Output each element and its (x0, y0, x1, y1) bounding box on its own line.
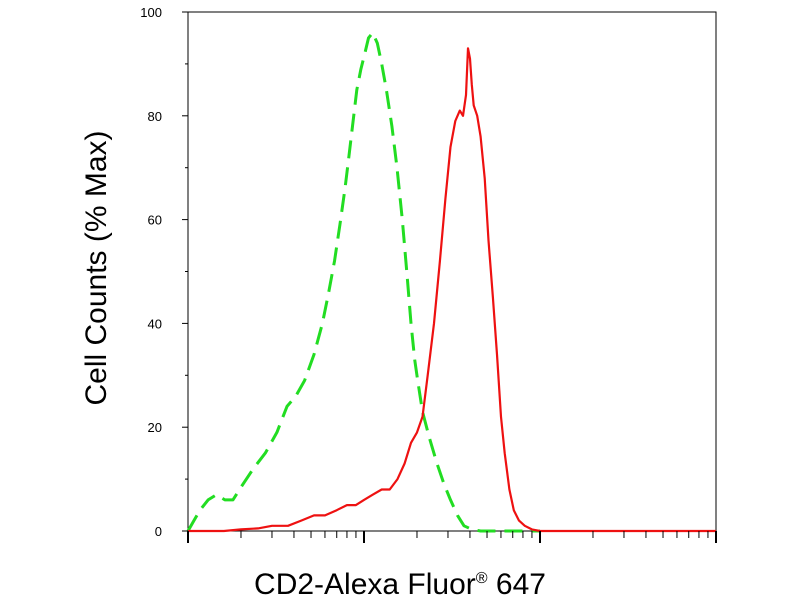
y-axis-title: Cell Counts (% Max) (80, 130, 113, 405)
series-curves (186, 31, 716, 533)
stained-curve (188, 47, 716, 533)
y-tick-label: 80 (148, 109, 162, 124)
x-axis (187, 531, 717, 543)
y-tick-label: 100 (140, 5, 162, 20)
control-curve (186, 31, 540, 533)
y-axis: 0 20 40 60 80 100 (140, 5, 188, 539)
plot-frame (187, 11, 717, 532)
x-axis-title-suffix: 647 (488, 568, 546, 600)
y-tick-label: 60 (148, 213, 162, 228)
x-axis-title: CD2-Alexa Fluor® 647 (254, 568, 546, 600)
x-axis-title-mark: ® (476, 570, 488, 587)
y-tick-label: 20 (148, 420, 162, 435)
x-axis-title-text: CD2-Alexa Fluor (254, 568, 476, 600)
plot-area: 0 20 40 60 80 100 (140, 5, 717, 543)
y-tick-label: 40 (148, 316, 162, 331)
y-tick-label: 0 (155, 524, 162, 539)
